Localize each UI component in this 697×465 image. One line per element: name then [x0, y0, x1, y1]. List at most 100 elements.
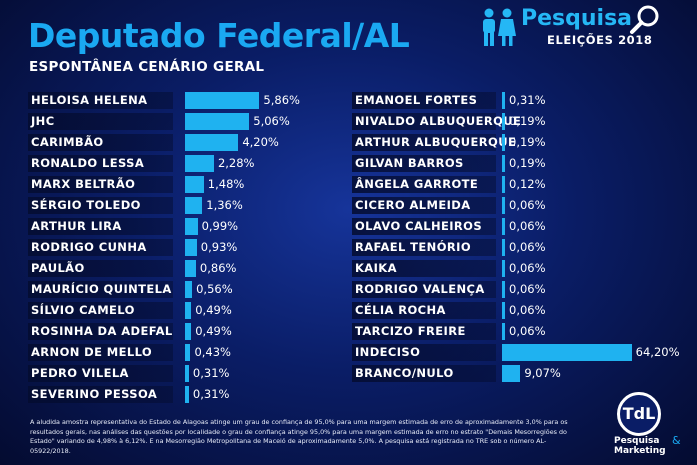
category-label: CARIMBÃO [28, 134, 173, 151]
value-label: 0,31% [192, 387, 230, 401]
bar [185, 155, 214, 172]
bar [185, 176, 204, 193]
category-label: HELOISA HELENA [28, 92, 173, 109]
methodology-footnote: A aludida amostra representativa do Esta… [30, 418, 568, 455]
bar [502, 176, 505, 193]
category-label: ROSINHA DA ADEFAL [28, 323, 173, 340]
category-label: BRANCO/NULO [352, 365, 496, 382]
value-label: 1,48% [207, 177, 245, 191]
category-label: TARCIZO FREIRE [352, 323, 496, 340]
category-label: ARTHUR ALBUQUERQUE [352, 134, 516, 151]
bar [502, 197, 505, 214]
value-label: 0,43% [194, 345, 231, 359]
value-label: 0,06% [509, 240, 546, 254]
category-label: RONALDO LESSA [28, 155, 173, 172]
value-label: 0,49% [195, 303, 232, 317]
value-label: 1,36% [206, 198, 243, 212]
bar [185, 260, 196, 277]
category-label: KAIKA [352, 260, 496, 277]
bar [185, 134, 239, 151]
category-label: SEVERINO PESSOA [28, 386, 173, 403]
value-label: 0,19% [509, 135, 546, 149]
bar [502, 344, 632, 361]
category-label: PAULÃO [28, 260, 173, 277]
value-label: 0,93% [200, 240, 238, 254]
category-label: RODRIGO VALENÇA [352, 281, 496, 298]
value-label: 4,20% [242, 135, 279, 149]
category-label: CICERO ALMEIDA [352, 197, 496, 214]
category-label: NIVALDO ALBUQUERQUE [352, 113, 521, 130]
logo-line2: Marketing [614, 446, 666, 456]
bar [185, 365, 189, 382]
category-label: MARX BELTRÃO [28, 176, 173, 193]
brand-word: Pesquisa [521, 6, 633, 31]
people-icon [483, 8, 516, 46]
category-label: OLAVO CALHEIROS [352, 218, 496, 235]
bar [185, 281, 193, 298]
category-label: PEDRO VILELA [28, 365, 173, 382]
category-label: INDECISO [352, 344, 496, 361]
category-label: RAFAEL TENÓRIO [352, 239, 496, 256]
bar [185, 92, 260, 109]
value-label: 5,86% [263, 93, 300, 107]
value-label: 0,12% [509, 177, 546, 191]
chart-title: Deputado Federal/AL [28, 16, 410, 55]
bar [502, 260, 505, 277]
logo-initials: TdL [617, 392, 661, 436]
bar [502, 218, 505, 235]
value-label: 0,31% [192, 366, 230, 380]
bar [185, 197, 203, 214]
category-label: MAURÍCIO QUINTELA [28, 281, 173, 298]
bar [502, 239, 505, 256]
category-label: EMANOEL FORTES [352, 92, 496, 109]
bar [502, 323, 505, 340]
category-label: RODRIGO CUNHA [28, 239, 173, 256]
logo-ampersand: & [672, 434, 681, 447]
value-label: 0,06% [509, 324, 546, 338]
bar [502, 134, 505, 151]
bar [502, 365, 521, 382]
brand-header: Pesquisa ELEIÇÕES 2018 [479, 4, 689, 50]
company-logo: TdL Pesquisa & Marketing [600, 392, 694, 462]
value-label: 0,19% [509, 156, 546, 170]
value-label: 0,06% [509, 303, 546, 317]
bar [502, 281, 505, 298]
value-label: 0,99% [201, 219, 239, 233]
chart-subtitle: ESPONTÂNEA CENÁRIO GERAL [29, 59, 265, 75]
bar [185, 302, 192, 319]
logo-line1: Pesquisa [614, 436, 660, 446]
value-label: 64,20% [635, 345, 680, 359]
value-label: 0,56% [196, 282, 233, 296]
bar [502, 113, 505, 130]
bar [185, 218, 198, 235]
bar [185, 323, 192, 340]
value-label: 0,06% [509, 219, 546, 233]
value-label: 9,07% [524, 366, 561, 380]
bar [502, 302, 505, 319]
value-label: 5,06% [253, 114, 290, 128]
value-label: 0,31% [509, 93, 546, 107]
brand-subtitle: ELEIÇÕES 2018 [547, 33, 653, 47]
category-label: ÂNGELA GARROTE [352, 176, 496, 193]
bar [185, 386, 189, 403]
value-label: 0,06% [509, 261, 546, 275]
value-label: 0,06% [509, 198, 546, 212]
value-label: 0,06% [509, 282, 546, 296]
bar [502, 155, 505, 172]
magnifier-icon [630, 5, 659, 34]
value-label: 0,86% [199, 261, 237, 275]
category-label: ARNON DE MELLO [28, 344, 173, 361]
value-label: 2,28% [217, 156, 255, 170]
bar [185, 113, 250, 130]
value-label: 0,19% [509, 114, 546, 128]
category-label: JHC [28, 113, 173, 130]
category-label: CÉLIA ROCHA [352, 302, 496, 319]
category-label: GILVAN BARROS [352, 155, 496, 172]
bar [502, 92, 505, 109]
category-label: SÉRGIO TOLEDO [28, 197, 173, 214]
bar [185, 239, 197, 256]
category-label: ARTHUR LIRA [28, 218, 173, 235]
value-label: 0,49% [195, 324, 232, 338]
bar [185, 344, 191, 361]
category-label: SÍLVIO CAMELO [28, 302, 173, 319]
